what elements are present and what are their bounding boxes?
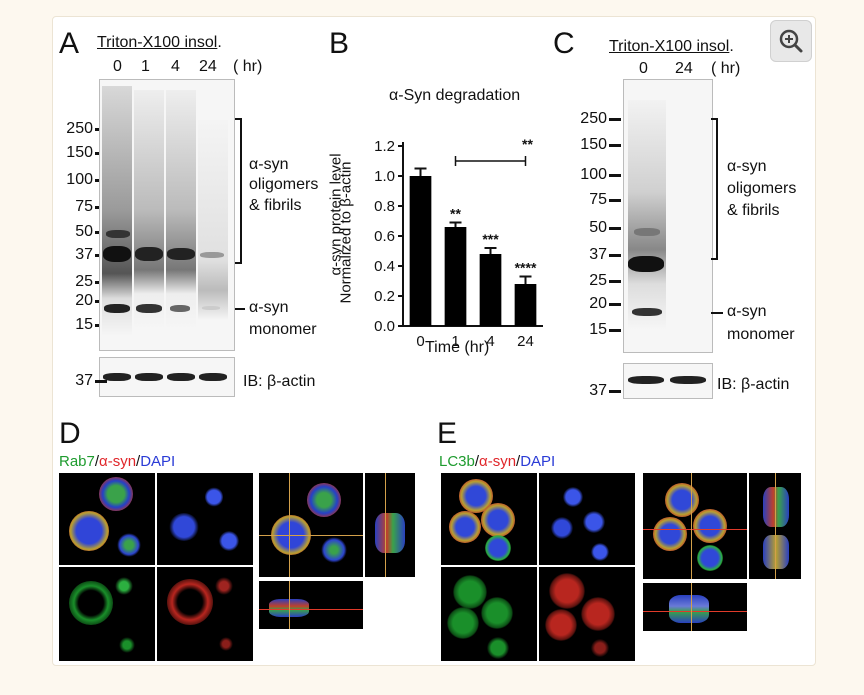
- bar: [444, 227, 467, 326]
- panel-e-lc3b-image: [441, 567, 537, 661]
- mw-marker: 250: [580, 110, 607, 127]
- y-tick-label: 0.6: [374, 228, 395, 245]
- mw-marker: 75: [75, 198, 93, 215]
- panel-d-orthogonal-yz: [365, 473, 415, 577]
- mw-marker: 37: [589, 246, 607, 263]
- y-axis-label-line2: Normalized to β-actin: [337, 161, 355, 304]
- panel-c-bracket-label: & fibrils: [727, 202, 780, 219]
- mw-marker: 250: [66, 120, 93, 137]
- panel-e-orthogonal-xy: [643, 473, 747, 579]
- panel-e-orthogonal-yz: [749, 473, 801, 579]
- significance-label: **: [450, 206, 461, 222]
- bracket-significance-label: **: [522, 136, 533, 152]
- panel-c-lane-24: 24: [675, 60, 693, 77]
- y-tick-label: 1.0: [374, 168, 395, 185]
- panel-d-orthogonal-xy: [259, 473, 363, 577]
- mw-marker: 37: [589, 382, 607, 399]
- mw-marker: 100: [580, 166, 607, 183]
- x-axis-label: Time (hr): [425, 339, 490, 356]
- panel-c-monomer-label: α-syn: [727, 303, 767, 320]
- panel-a-lane-0: 0: [113, 58, 122, 75]
- mw-marker: 20: [75, 292, 93, 309]
- mw-marker: 75: [589, 191, 607, 208]
- mw-marker: 37: [75, 246, 93, 263]
- panel-e-merge-image: [441, 473, 537, 565]
- panel-a-bracket-label: oligomers: [249, 176, 319, 193]
- panel-c-western-blot: [623, 79, 713, 353]
- bar-chart: 0.00.20.40.60.81.01.20 1**4***24******: [374, 136, 543, 350]
- x-tick-label: 0: [416, 333, 424, 350]
- panel-e-legend: LC3b/α-syn/DAPI: [439, 453, 556, 470]
- panel-c-monomer-label: monomer: [727, 326, 795, 343]
- panel-a-ib-label: IB: β-actin: [243, 373, 316, 390]
- panel-a-header: Triton-X100 insol.: [97, 34, 222, 51]
- mw-marker: 100: [66, 171, 93, 188]
- panel-a-monomer-label: monomer: [249, 321, 317, 338]
- zoom-in-button[interactable]: [770, 20, 812, 62]
- panel-d-dapi-image: [157, 473, 253, 565]
- panel-d-rab7-image: [59, 567, 155, 661]
- panel-a-bracket: [235, 118, 242, 264]
- panel-c-ib-label: IB: β-actin: [717, 376, 790, 393]
- panel-a-lane-1: 1: [141, 58, 150, 75]
- mw-marker: 20: [589, 295, 607, 312]
- panel-d-legend: Rab7/α-syn/DAPI: [59, 453, 176, 470]
- x-tick-label: 4: [486, 333, 494, 350]
- y-tick-label: 0.2: [374, 288, 395, 305]
- bar: [479, 254, 502, 326]
- mw-marker: 15: [75, 316, 93, 333]
- panel-a-unit: ( hr): [233, 58, 263, 75]
- panel-a-western-blot: [99, 79, 235, 351]
- panel-a-lane-4: 4: [171, 58, 180, 75]
- y-tick-label: 0.0: [374, 318, 395, 335]
- panel-e-letter: E: [437, 417, 458, 450]
- panel-a-bracket-label: & fibrils: [249, 197, 302, 214]
- mw-marker: 25: [589, 272, 607, 289]
- mw-marker: 25: [75, 273, 93, 290]
- panel-d-asyn-image: [157, 567, 253, 661]
- bar: [514, 284, 537, 326]
- mw-marker: 150: [580, 136, 607, 153]
- bar: [409, 176, 432, 326]
- panel-d-orthogonal-xz: [259, 581, 363, 629]
- y-tick-label: 0.8: [374, 198, 395, 215]
- mw-marker: 15: [589, 321, 607, 338]
- panel-a-actin-blot: [99, 357, 235, 397]
- x-tick-label: 24: [517, 333, 534, 350]
- panel-c-header: Triton-X100 insol.: [609, 38, 734, 55]
- y-tick-label: 1.2: [374, 138, 395, 155]
- panel-e-orthogonal-xz: [643, 583, 747, 631]
- y-tick-label: 0.4: [374, 258, 395, 275]
- mw-marker: 150: [66, 144, 93, 161]
- mw-marker: 50: [589, 219, 607, 236]
- panel-d-merge-image: [59, 473, 155, 565]
- panel-d-letter: D: [59, 417, 81, 450]
- panel-a-lane-24: 24: [199, 58, 217, 75]
- panel-b-letter: B: [329, 27, 350, 60]
- panel-c-bracket-label: α-syn: [727, 158, 767, 175]
- significance-label: ***: [482, 231, 499, 247]
- chart-title: α-Syn degradation: [389, 87, 521, 104]
- x-tick-label: 1: [451, 333, 459, 350]
- panel-e-dapi-image: [539, 473, 635, 565]
- significance-label: ****: [515, 260, 537, 276]
- mw-marker: 37: [75, 372, 93, 389]
- panel-a-letter: A: [59, 27, 80, 60]
- panel-c-lane-0: 0: [639, 60, 648, 77]
- panel-c-letter: C: [553, 27, 575, 60]
- panel-c-actin-blot: [623, 363, 713, 399]
- mw-marker: 50: [75, 223, 93, 240]
- zoom-in-icon: [779, 29, 803, 53]
- panel-c-bracket-label: oligomers: [727, 180, 797, 197]
- panel-c-bracket: [711, 118, 718, 260]
- panel-a-bracket-label: α-syn: [249, 156, 289, 173]
- figure: A Triton-X100 insol. 0 1 4 24 ( hr) 250 …: [52, 16, 816, 666]
- panel-e-asyn-image: [539, 567, 635, 661]
- panel-c-unit: ( hr): [711, 60, 741, 77]
- panel-a-monomer-label: α-syn: [249, 299, 289, 316]
